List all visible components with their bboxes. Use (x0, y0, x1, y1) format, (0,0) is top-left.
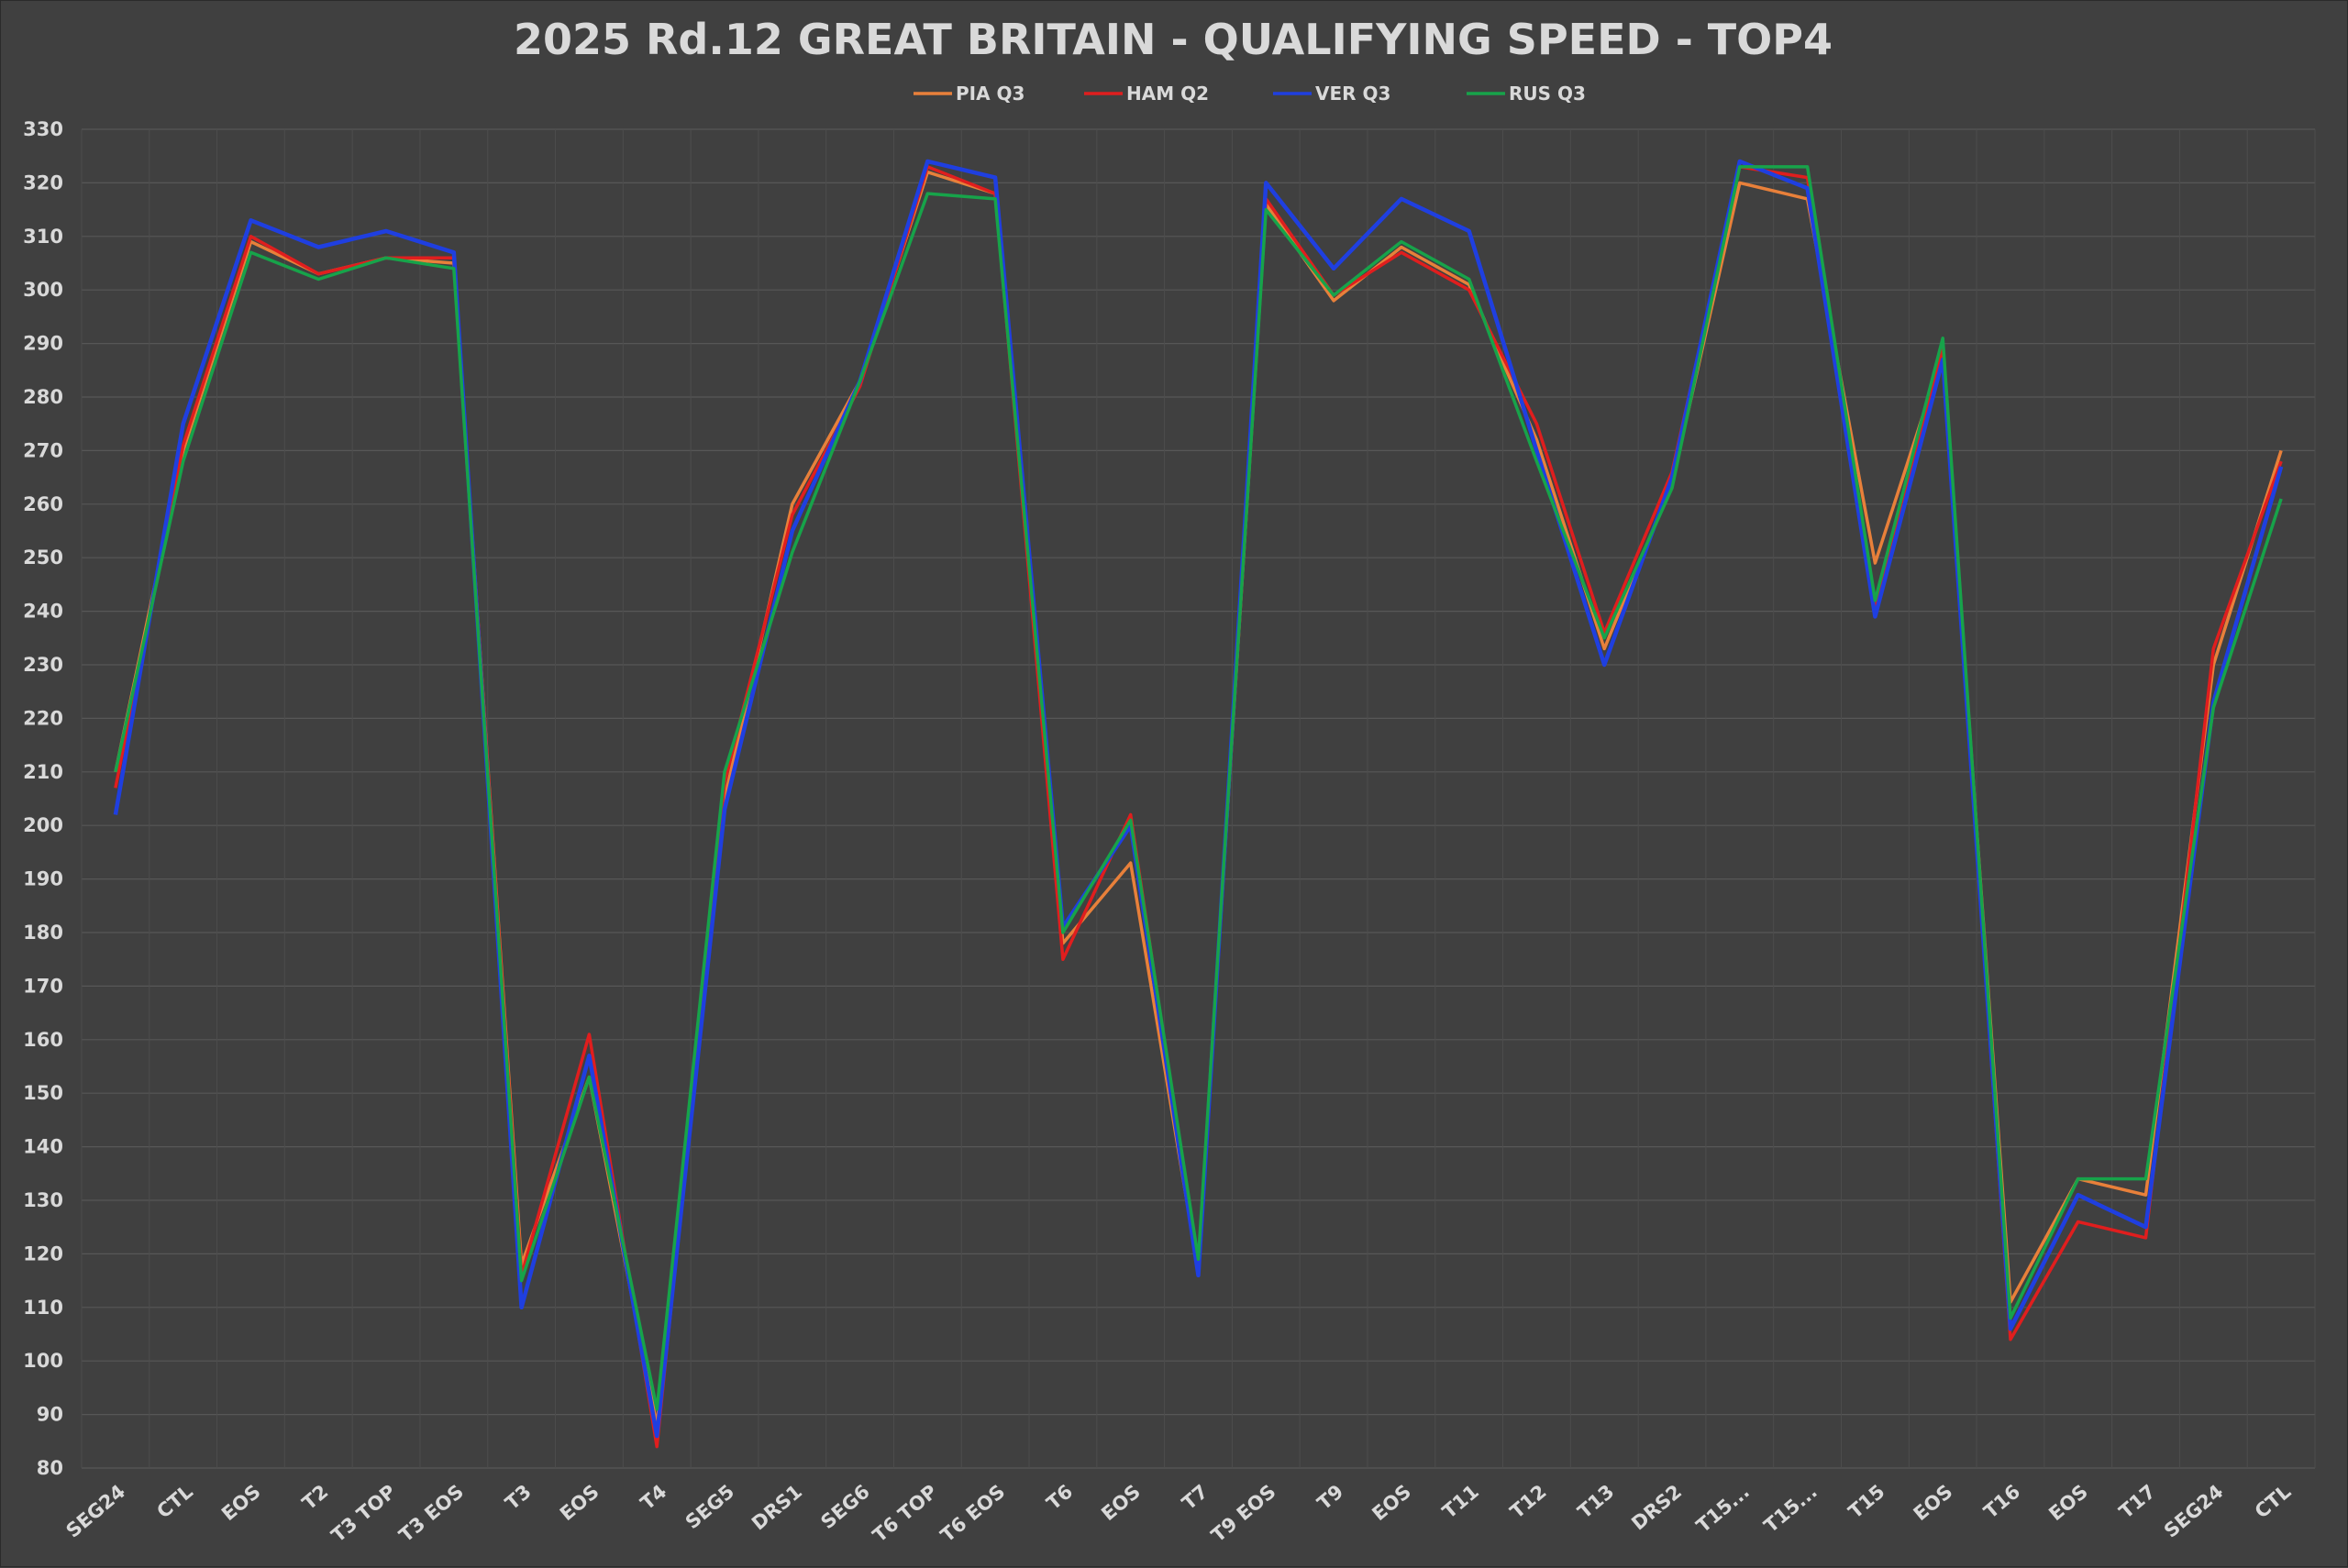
y-tick-label: 280 (23, 386, 63, 408)
y-tick-label: 320 (23, 171, 63, 193)
chart-title: 2025 Rd.12 GREAT BRITAIN - QUALIFYING SP… (514, 15, 1833, 64)
x-tick-label: CTL (2251, 1480, 2295, 1522)
series-lines (113, 159, 2284, 1449)
x-tick-label: T3 EOS (395, 1480, 468, 1546)
x-tick-label: T3 (501, 1480, 536, 1514)
y-tick-label: 90 (37, 1404, 63, 1426)
x-tick-label: T7 (1178, 1480, 1213, 1514)
x-tick-label: T9 (1313, 1480, 1348, 1514)
x-tick-label: EOS (1097, 1480, 1145, 1525)
y-tick-label: 120 (23, 1242, 63, 1264)
x-tick-label: T3 TOP (327, 1480, 401, 1546)
x-tick-label: T4 (637, 1480, 671, 1514)
y-tick-label: 150 (23, 1082, 63, 1104)
x-tick-label: EOS (2044, 1480, 2092, 1525)
x-tick-label: SEG6 (816, 1480, 873, 1533)
x-tick-label: T15... (1692, 1480, 1754, 1537)
x-tick-label: T16 (1979, 1480, 2024, 1522)
chart-legend: PIA Q3 HAM Q2 VER Q3 RUS Q3 (914, 83, 1586, 105)
y-tick-label: 230 (23, 654, 63, 676)
x-tick-label: SEG24 (2160, 1480, 2228, 1541)
x-tick-label: EOS (556, 1480, 604, 1525)
y-tick-label: 220 (23, 707, 63, 729)
x-tick-label: DRS2 (1627, 1480, 1686, 1534)
y-tick-label: 260 (23, 493, 63, 515)
x-tick-label: T6 (1043, 1480, 1078, 1514)
y-tick-label: 310 (23, 226, 63, 248)
y-tick-label: 160 (23, 1029, 63, 1051)
y-tick-label: 80 (37, 1457, 63, 1479)
x-tick-label: T15 (1844, 1480, 1889, 1522)
y-tick-label: 170 (23, 975, 63, 997)
y-tick-label: 210 (23, 761, 63, 783)
legend-label: HAM Q2 (1126, 83, 1209, 105)
legend-label: PIA Q3 (956, 83, 1024, 105)
x-tick-label: T12 (1506, 1480, 1551, 1522)
x-tick-label: T6 EOS (936, 1480, 1009, 1546)
y-tick-label: 240 (23, 601, 63, 623)
x-tick-label: T6 TOP (869, 1480, 942, 1546)
x-tick-label: DRS1 (748, 1480, 806, 1534)
y-tick-label: 290 (23, 333, 63, 355)
x-tick-label: T11 (1438, 1480, 1483, 1522)
y-tick-label: 270 (23, 439, 63, 461)
y-tick-label: 330 (23, 118, 63, 140)
x-tick-label: SEG24 (62, 1480, 130, 1541)
y-tick-label: 180 (23, 922, 63, 944)
y-tick-label: 300 (23, 279, 63, 301)
x-tick-label: EOS (1368, 1480, 1415, 1525)
legend-label: RUS Q3 (1509, 83, 1586, 105)
x-tick-label: EOS (1910, 1480, 1957, 1525)
y-tick-label: 250 (23, 547, 63, 569)
x-tick-label: T2 (298, 1480, 333, 1514)
y-axis: 80 90 100 110 120 130 140 150 160 170 180 190 200 210… (23, 118, 63, 1479)
y-tick-label: 100 (23, 1350, 63, 1372)
x-tick-label: EOS (217, 1480, 265, 1525)
x-tick-label: SEG5 (681, 1480, 738, 1533)
x-tick-label: T15... (1760, 1480, 1822, 1537)
y-tick-label: 140 (23, 1136, 63, 1158)
y-tick-label: 200 (23, 814, 63, 836)
y-tick-label: 130 (23, 1189, 63, 1211)
x-tick-label: CTL (152, 1480, 196, 1522)
y-tick-label: 110 (23, 1297, 63, 1319)
legend-label: VER Q3 (1315, 83, 1390, 105)
x-tick-label: T13 (1574, 1480, 1619, 1522)
y-tick-label: 190 (23, 868, 63, 890)
series-line (114, 165, 2283, 1411)
x-tick-label: T9 EOS (1207, 1480, 1279, 1546)
x-tick-label: T17 (2115, 1480, 2160, 1522)
